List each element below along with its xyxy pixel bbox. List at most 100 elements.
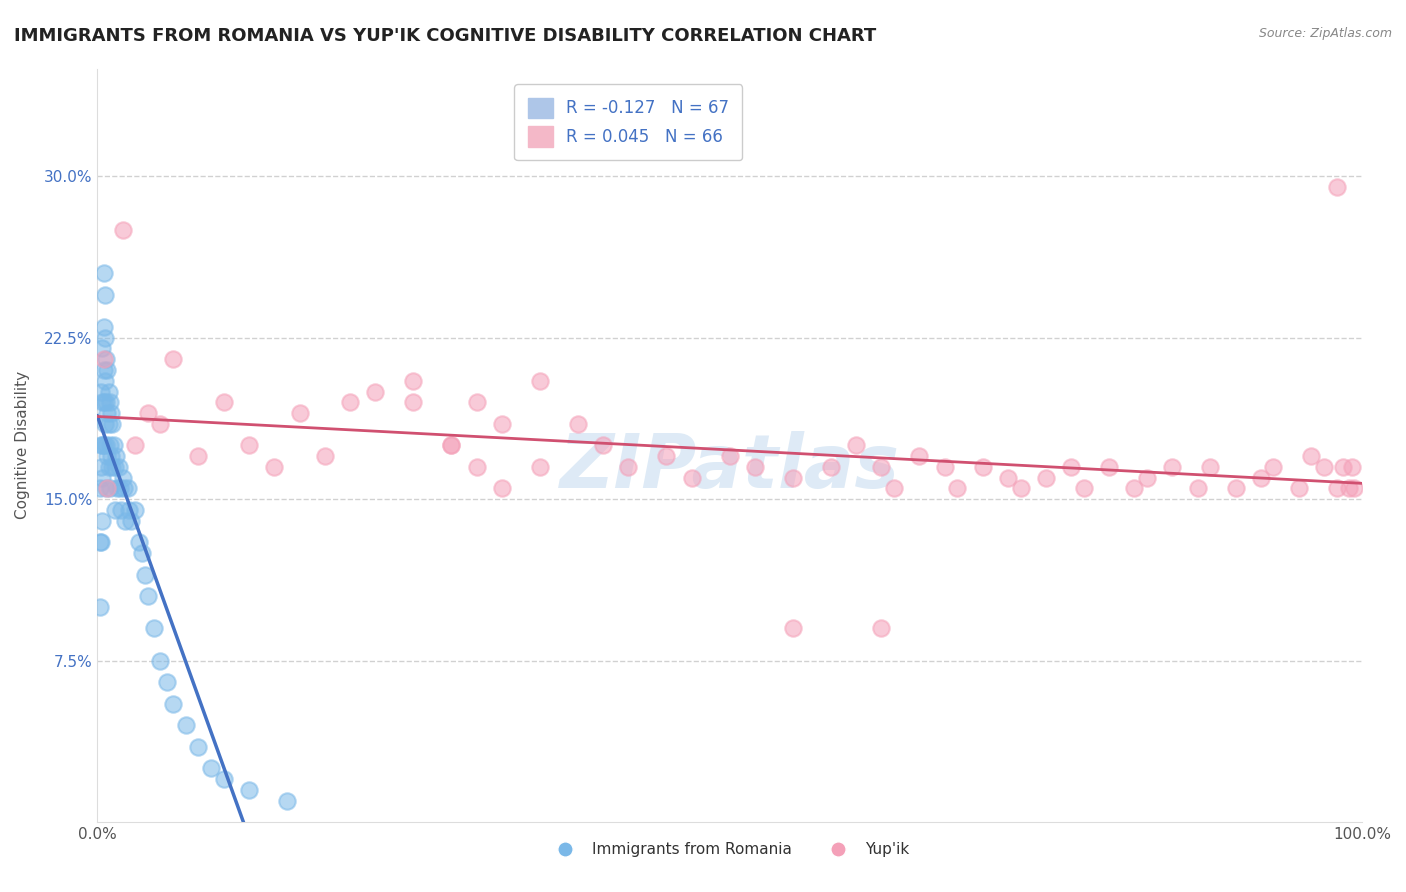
Point <box>91 395 114 409</box>
Point <box>440 438 463 452</box>
Point <box>93 352 115 367</box>
Point <box>104 459 127 474</box>
Point <box>100 449 122 463</box>
Point <box>134 567 156 582</box>
Point <box>96 449 118 463</box>
Point <box>276 794 298 808</box>
Point <box>1326 180 1348 194</box>
Point <box>1326 482 1348 496</box>
Legend: Immigrants from Romania, Yup'ik: Immigrants from Romania, Yup'ik <box>543 837 915 863</box>
Point <box>187 739 209 754</box>
Point <box>1136 470 1159 484</box>
Point <box>364 384 387 399</box>
Point <box>782 621 804 635</box>
Point <box>108 482 131 496</box>
Point <box>972 459 994 474</box>
Point <box>440 438 463 452</box>
Point <box>314 449 336 463</box>
Point <box>491 417 513 431</box>
Point <box>93 266 115 280</box>
Point <box>1073 482 1095 496</box>
Point <box>156 675 179 690</box>
Point <box>402 374 425 388</box>
Point <box>1060 459 1083 474</box>
Point <box>617 459 640 474</box>
Point <box>782 470 804 484</box>
Point <box>105 449 128 463</box>
Point <box>107 459 129 474</box>
Point <box>946 482 969 496</box>
Point <box>1341 459 1364 474</box>
Point <box>592 438 614 452</box>
Point <box>124 503 146 517</box>
Text: ZIPatlas: ZIPatlas <box>560 432 900 505</box>
Point <box>136 589 159 603</box>
Point <box>718 449 741 463</box>
Point <box>997 470 1019 484</box>
Point <box>98 482 121 496</box>
Point <box>107 482 129 496</box>
Point <box>681 470 703 484</box>
Point <box>131 546 153 560</box>
Point <box>111 470 134 484</box>
Point <box>111 223 134 237</box>
Point <box>98 438 121 452</box>
Point <box>89 535 111 549</box>
Point <box>93 395 115 409</box>
Point <box>91 514 114 528</box>
Point <box>529 374 551 388</box>
Point <box>114 514 136 528</box>
Point <box>529 459 551 474</box>
Point <box>94 352 117 367</box>
Point <box>934 459 956 474</box>
Point <box>94 482 117 496</box>
Point <box>143 621 166 635</box>
Point <box>100 406 122 420</box>
Point <box>820 459 842 474</box>
Point <box>91 470 114 484</box>
Point <box>110 503 132 517</box>
Point <box>149 654 172 668</box>
Point <box>263 459 285 474</box>
Point <box>465 395 488 409</box>
Point <box>94 417 117 431</box>
Point <box>90 535 112 549</box>
Point <box>97 384 120 399</box>
Point <box>97 459 120 474</box>
Point <box>845 438 868 452</box>
Point <box>94 287 117 301</box>
Point <box>1288 482 1310 496</box>
Point <box>744 459 766 474</box>
Point <box>1123 482 1146 496</box>
Point <box>94 395 117 409</box>
Point <box>1339 482 1361 496</box>
Point <box>128 535 150 549</box>
Point <box>1225 482 1247 496</box>
Point <box>238 438 260 452</box>
Point <box>174 718 197 732</box>
Point <box>491 482 513 496</box>
Point <box>136 406 159 420</box>
Point <box>117 482 139 496</box>
Point <box>124 438 146 452</box>
Point <box>103 438 125 452</box>
Point <box>96 482 118 496</box>
Point <box>90 438 112 452</box>
Point <box>101 417 124 431</box>
Point <box>91 438 114 452</box>
Point <box>908 449 931 463</box>
Point <box>870 621 893 635</box>
Point <box>90 459 112 474</box>
Point <box>149 417 172 431</box>
Point <box>200 761 222 775</box>
Point <box>98 395 121 409</box>
Point <box>1199 459 1222 474</box>
Point <box>94 374 117 388</box>
Point <box>120 514 142 528</box>
Point <box>93 319 115 334</box>
Point <box>1250 470 1272 484</box>
Point <box>101 459 124 474</box>
Y-axis label: Cognitive Disability: Cognitive Disability <box>15 371 30 519</box>
Point <box>288 406 311 420</box>
Point <box>94 331 117 345</box>
